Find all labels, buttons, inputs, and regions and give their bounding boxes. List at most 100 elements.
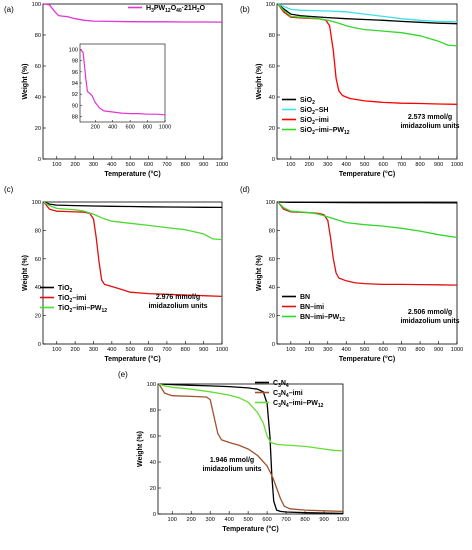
y-tick-label: 0: [272, 157, 275, 163]
y-axis-label: Weight (%): [256, 63, 263, 99]
panel-a: 100 200 300 400 500 600 700 800 900 1000 0 20 40 60 80…: [4, 2, 228, 178]
x-tick-label: 900: [199, 347, 208, 353]
y-tick-label: 40: [150, 460, 156, 466]
x-tick-label: 900: [434, 162, 443, 168]
legend-label: SiO2: [300, 97, 315, 106]
legend-label: H3PW12O40·21H2O: [146, 5, 206, 14]
inset-x-tick-label: 800: [143, 125, 152, 131]
x-tick-label: 200: [187, 517, 196, 523]
legend-label: SiO2–imi: [300, 117, 329, 126]
legend-label: C3N4–imi–PW12: [273, 400, 324, 409]
y-tick-label: 100: [32, 2, 41, 8]
annotation-text: imidazolium units: [202, 466, 261, 473]
series-line: [43, 201, 223, 298]
y-tick-label: 60: [269, 64, 275, 70]
legend-label: TiO2: [58, 285, 73, 294]
x-tick-label: 1000: [451, 162, 463, 168]
series-line: [277, 3, 458, 105]
x-tick-label: 800: [181, 347, 190, 353]
inset-frame: [79, 43, 166, 123]
legend-label: SiO2–imi–PW12: [300, 127, 350, 136]
x-tick-label: 300: [206, 517, 215, 523]
x-axis-label: Temperature (°C): [222, 525, 278, 533]
legend-label: TiO2–imi–PW12: [58, 305, 107, 314]
legend-label: TiO2–imi: [58, 295, 86, 304]
inset-y-tick-label: 94: [72, 81, 78, 87]
y-tick-label: 80: [150, 408, 156, 414]
series-line: [43, 201, 223, 209]
x-tick-label: 200: [70, 162, 79, 168]
x-tick-label: 100: [52, 347, 61, 353]
annotation-text: imidazolium units: [400, 123, 459, 130]
x-tick-label: 1000: [216, 162, 228, 168]
x-tick-label: 800: [181, 162, 190, 168]
x-tick-label: 100: [168, 517, 177, 523]
x-tick-label: 500: [126, 347, 135, 353]
x-tick-label: 900: [199, 162, 208, 168]
x-tick-label: 600: [262, 517, 271, 523]
inset-series-line: [79, 49, 166, 116]
x-tick-label: 700: [162, 162, 171, 168]
series-line: [277, 201, 458, 239]
y-tick-label: 40: [269, 95, 275, 101]
x-tick-label: 300: [323, 347, 332, 353]
x-tick-label: 400: [342, 162, 351, 168]
series-line: [277, 3, 458, 47]
y-tick-label: 80: [35, 228, 41, 234]
y-tick-label: 60: [150, 434, 156, 440]
x-tick-label: 200: [305, 347, 314, 353]
x-tick-label: 400: [342, 347, 351, 353]
y-tick-label: 40: [35, 95, 41, 101]
panel-letter: (b): [240, 5, 250, 14]
inset-x-tick-label: 1000: [159, 125, 171, 131]
x-tick-label: 800: [415, 347, 424, 353]
plot-frame: [42, 3, 223, 160]
x-tick-label: 200: [305, 162, 314, 168]
legend-label: C3N4–imi: [273, 390, 303, 399]
x-tick-label: 300: [89, 347, 98, 353]
x-tick-label: 300: [323, 162, 332, 168]
inset-y-tick-label: 100: [69, 48, 78, 54]
x-tick-label: 700: [397, 347, 406, 353]
x-tick-label: 600: [144, 162, 153, 168]
panel-letter: (e): [118, 370, 128, 379]
series-line: [158, 383, 344, 452]
y-tick-label: 0: [153, 512, 156, 518]
legend-label: SiO2–SH: [300, 107, 328, 116]
panel-letter: (d): [240, 185, 250, 194]
plot-frame: [157, 383, 344, 515]
panel-e: 100 200 300 400 500 600 700 800 900 1000 0 20 40 60 80…: [118, 370, 349, 533]
panel-b: 100 200 300 400 500 600 700 800 900 1000 0 20 40 60 80…: [240, 2, 463, 178]
x-tick-label: 500: [360, 162, 369, 168]
panel-letter: (a): [4, 5, 14, 14]
x-tick-label: 1000: [337, 517, 349, 523]
inset-y-tick-label: 96: [72, 70, 78, 76]
annotation-text: imidazolium units: [400, 318, 459, 325]
legend-label: C3N4: [273, 380, 289, 389]
series-line: [277, 201, 458, 204]
x-tick-label: 1000: [216, 347, 228, 353]
y-tick-label: 100: [266, 2, 275, 8]
series-line: [158, 383, 344, 515]
y-tick-label: 20: [269, 314, 275, 320]
y-tick-label: 80: [269, 228, 275, 234]
y-axis-label: Weight (%): [22, 63, 29, 99]
y-tick-label: 40: [269, 285, 275, 291]
x-axis-label: Temperature (°C): [339, 355, 395, 363]
series-line: [277, 3, 458, 23]
x-tick-label: 300: [89, 162, 98, 168]
series-line: [277, 3, 458, 25]
x-tick-label: 200: [70, 347, 79, 353]
x-tick-label: 900: [319, 517, 328, 523]
inset-plot: 200 400 600 800 1000 88 90 92 94 96 98 100: [69, 43, 171, 131]
annotation-text: imidazolium units: [148, 303, 207, 310]
x-tick-label: 600: [378, 162, 387, 168]
x-tick-label: 100: [52, 162, 61, 168]
x-tick-label: 700: [281, 517, 290, 523]
y-tick-label: 0: [272, 342, 275, 348]
y-tick-label: 60: [35, 257, 41, 263]
inset-x-tick-label: 600: [125, 125, 134, 131]
inset-y-tick-label: 92: [72, 92, 78, 98]
inset-y-tick-label: 88: [72, 114, 78, 120]
